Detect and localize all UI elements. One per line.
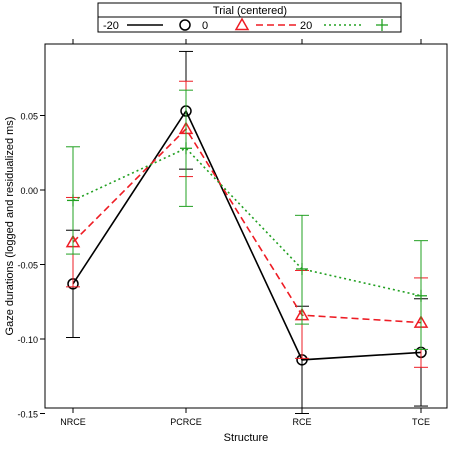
x-tick-label: NRCE xyxy=(60,417,86,427)
series-1 xyxy=(66,50,428,414)
y-tick-label: -0.10 xyxy=(17,335,38,345)
legend-entry-2: 0 xyxy=(202,17,296,32)
y-tick-label: 0.05 xyxy=(20,112,38,122)
y-axis: 0.05 0.00 -0.05 -0.10 -0.15 xyxy=(17,112,45,420)
plus-marker xyxy=(376,19,388,31)
y-tick-label: -0.05 xyxy=(17,261,38,271)
x-tick-label: RCE xyxy=(292,417,311,427)
series-2 xyxy=(65,80,429,368)
legend-entry-3: 20 xyxy=(300,19,388,32)
legend-title: Trial (centered) xyxy=(213,5,287,17)
legend-entry-1: -20 xyxy=(103,19,191,32)
plus-marker xyxy=(180,142,192,155)
plus-marker xyxy=(67,194,79,207)
circle-marker xyxy=(179,19,191,31)
series-3 xyxy=(66,89,428,350)
plus-marker xyxy=(415,289,427,302)
y-tick-label: 0.00 xyxy=(20,186,38,196)
legend-entry-label: -20 xyxy=(103,20,119,32)
plus-marker xyxy=(296,262,308,275)
plot-frame xyxy=(44,43,448,409)
series-line xyxy=(72,147,422,297)
series-line xyxy=(72,127,422,324)
y-tick-label: -0.15 xyxy=(17,410,38,420)
x-axis: NRCE PCRCE RCE TCE xyxy=(60,39,430,427)
series-line xyxy=(72,109,422,361)
legend-entry-label: 20 xyxy=(300,20,312,32)
series-layer xyxy=(65,50,429,414)
x-tick-label: PCRCE xyxy=(170,417,202,427)
y-axis-label: Gaze durations (logged and residualized … xyxy=(4,117,16,336)
x-axis-label: Structure xyxy=(224,432,269,444)
x-tick-label: TCE xyxy=(412,417,430,427)
legend: Trial (centered) -20 0 20 xyxy=(97,2,402,33)
legend-entry-label: 0 xyxy=(202,20,208,32)
triangle-marker xyxy=(234,17,250,31)
